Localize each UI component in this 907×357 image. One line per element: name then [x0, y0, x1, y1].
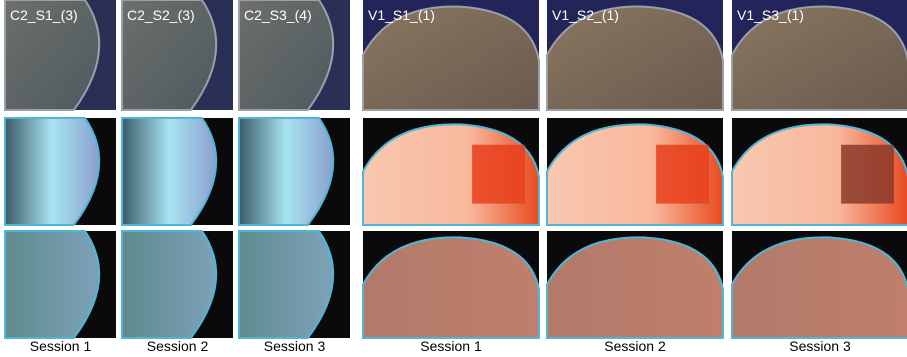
- red-region: [656, 145, 709, 204]
- session-label: Session 2: [604, 338, 666, 354]
- red-region: [841, 145, 894, 204]
- dome: [239, 231, 333, 338]
- dome: [122, 118, 216, 225]
- session-label: Session 1: [420, 338, 482, 354]
- session-label: Session 3: [264, 338, 326, 354]
- figure: C2_S1_(3) Session 1 C2_S2_(3) Session 2 C2_S…: [0, 0, 907, 357]
- tile-label: V1_S2_(1): [552, 7, 619, 23]
- session-label: Session 1: [30, 338, 92, 354]
- tile-label: V1_S3_(1): [737, 7, 804, 23]
- tile-label: C2_S3_(4): [244, 7, 312, 23]
- tile-label: C2_S1_(3): [10, 7, 78, 23]
- tile-label: C2_S2_(3): [127, 7, 195, 23]
- red-region: [472, 145, 525, 204]
- session-label: Session 3: [789, 338, 851, 354]
- tile-label: V1_S1_(1): [368, 7, 435, 23]
- dome: [5, 231, 99, 338]
- dome: [5, 118, 99, 225]
- session-label: Session 2: [147, 338, 209, 354]
- dome: [122, 231, 216, 338]
- dome: [239, 118, 333, 225]
